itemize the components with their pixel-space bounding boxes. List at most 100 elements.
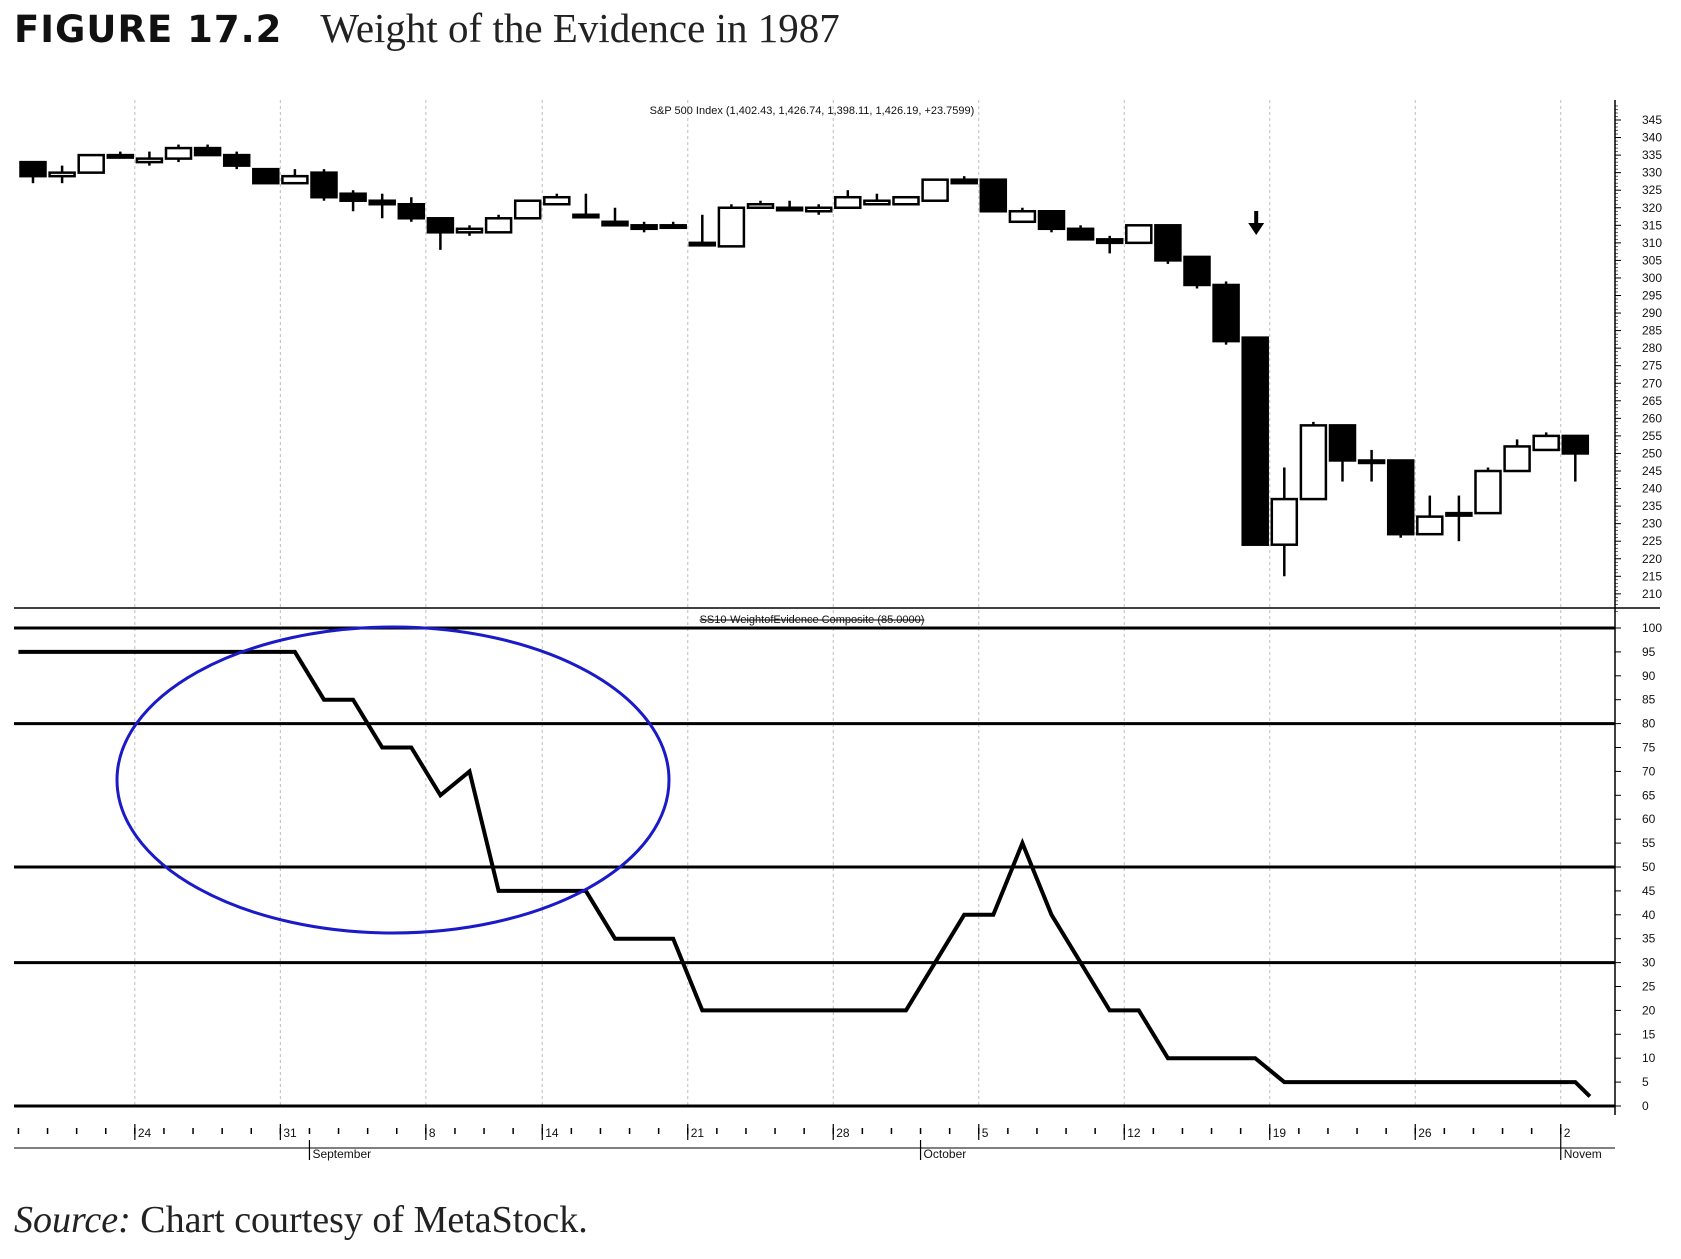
indicator-tick-label: 20 [1642, 1003, 1656, 1017]
price-tick-label: 300 [1642, 271, 1662, 285]
indicator-tick-label: 85 [1642, 693, 1656, 707]
indicator-line-group [18, 649, 1592, 1098]
price-tick-label: 250 [1642, 446, 1662, 460]
indicator-tick-label: 60 [1642, 812, 1656, 826]
source-text: Chart courtesy of MetaStock. [130, 1199, 588, 1241]
candle-bullish [1357, 459, 1386, 465]
price-tick-label: 305 [1642, 253, 1662, 267]
date-label: 31 [283, 1126, 297, 1140]
date-label: 14 [545, 1126, 559, 1140]
reference-lines [14, 626, 1615, 1108]
candle-bullish [281, 174, 309, 185]
price-tick-label: 230 [1642, 517, 1662, 531]
source-label: Source: [14, 1199, 131, 1241]
candle-bullish [775, 206, 804, 212]
candle-bearish [19, 160, 47, 178]
figure-number: FIGURE 17.2 [14, 8, 283, 51]
price-tick-label: 215 [1642, 569, 1662, 583]
candle-bearish [193, 146, 222, 157]
y-axis-ticks: 3453403353303253203153103053002952902852… [1615, 105, 1662, 1113]
candle-bearish [222, 153, 251, 167]
candle-bullish [484, 217, 513, 234]
candle-bullish [135, 157, 164, 164]
price-tick-label: 220 [1642, 552, 1662, 566]
candle-bullish [164, 146, 193, 160]
candle-bearish [1037, 210, 1066, 231]
date-label: 2 [1564, 1126, 1571, 1140]
price-tick-label: 235 [1642, 499, 1662, 513]
date-label: 28 [836, 1126, 850, 1140]
candle-bearish [1241, 336, 1269, 546]
candle-bullish [455, 227, 484, 234]
candle-bullish [659, 224, 687, 230]
indicator-tick-label: 40 [1642, 908, 1656, 922]
price-tick-label: 210 [1642, 587, 1662, 601]
candle-bullish [688, 241, 717, 247]
price-tick-label: 240 [1642, 482, 1662, 496]
candle-bullish [921, 178, 949, 202]
indicator-tick-label: 45 [1642, 884, 1656, 898]
candle-bearish [979, 178, 1008, 213]
candle-bearish [1561, 434, 1590, 455]
price-panel-title: S&P 500 Index (1,402.43, 1,426.74, 1,398… [650, 105, 975, 117]
candle-bullish [1125, 224, 1153, 245]
month-label: October [924, 1147, 967, 1161]
indicator-tick-label: 5 [1642, 1075, 1649, 1089]
candle-bullish [863, 199, 891, 206]
price-tick-label: 310 [1642, 236, 1662, 250]
indicator-tick-label: 50 [1642, 860, 1656, 874]
price-tick-label: 275 [1642, 359, 1662, 373]
candle-bearish [1154, 224, 1182, 262]
chart-frame [14, 100, 1660, 1149]
candle-bearish [252, 167, 280, 185]
price-tick-label: 285 [1642, 324, 1662, 338]
price-tick-label: 315 [1642, 218, 1662, 232]
month-label: September [312, 1147, 371, 1161]
price-tick-label: 290 [1642, 306, 1662, 320]
candle-bullish [1532, 434, 1560, 452]
candle-bullish [1445, 511, 1473, 517]
price-tick-label: 340 [1642, 131, 1662, 145]
candle-bullish [746, 202, 775, 210]
candle-bullish [717, 206, 746, 248]
candle-bullish [543, 195, 571, 206]
candle-bearish [1095, 238, 1124, 245]
candle-bullish [804, 206, 833, 213]
indicator-tick-label: 100 [1642, 621, 1662, 635]
date-label: 8 [429, 1126, 436, 1140]
candle-bearish [339, 192, 367, 202]
indicator-tick-label: 80 [1642, 717, 1656, 731]
candle-bearish [1183, 255, 1211, 287]
indicator-tick-label: 10 [1642, 1051, 1656, 1065]
candle-bullish [892, 195, 920, 206]
candle-bearish [950, 178, 978, 185]
candle-bearish [1212, 283, 1240, 343]
indicator-tick-label: 0 [1642, 1099, 1649, 1113]
candle-bullish [48, 171, 76, 178]
candle-bullish [1416, 515, 1444, 536]
weight-of-evidence-line [18, 649, 1592, 1098]
indicator-tick-label: 65 [1642, 788, 1656, 802]
indicator-tick-label: 90 [1642, 669, 1656, 683]
figure-heading: FIGURE 17.2 Weight of the Evidence in 19… [14, 4, 840, 52]
price-tick-label: 270 [1642, 376, 1662, 390]
down-arrow-icon [1248, 211, 1265, 235]
price-tick-label: 245 [1642, 464, 1662, 478]
highlight-ellipse [115, 625, 671, 935]
date-label: 26 [1418, 1126, 1432, 1140]
indicator-tick-label: 95 [1642, 645, 1656, 659]
price-tick-label: 330 [1642, 166, 1662, 180]
date-label: 24 [138, 1126, 152, 1140]
indicator-tick-label: 30 [1642, 956, 1656, 970]
indicator-tick-label: 55 [1642, 836, 1656, 850]
source-note: Source: Chart courtesy of MetaStock. [14, 1198, 588, 1242]
price-tick-label: 265 [1642, 394, 1662, 408]
price-tick-label: 335 [1642, 148, 1662, 162]
candle-bearish [601, 220, 629, 227]
candle-bullish [106, 153, 135, 159]
price-candles [19, 144, 1590, 577]
indicator-tick-label: 25 [1642, 980, 1656, 994]
candle-bullish [513, 199, 542, 220]
candle-bearish [630, 224, 658, 231]
